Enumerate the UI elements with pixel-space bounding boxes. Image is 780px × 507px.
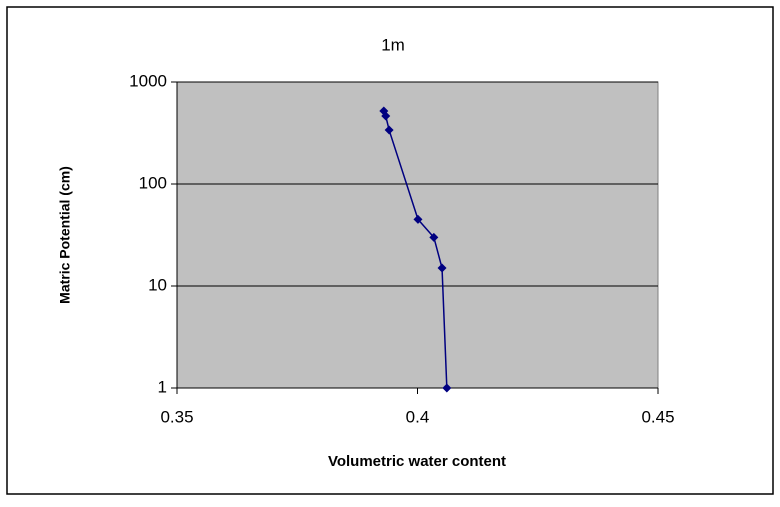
x-axis-label: Volumetric water content <box>328 453 506 470</box>
y-tick-label: 100 <box>139 173 167 192</box>
data-point <box>413 214 423 224</box>
y-tick-label: 10 <box>148 275 167 294</box>
y-tick-label: 1000 <box>129 71 167 90</box>
data-point <box>429 232 439 242</box>
data-point <box>381 111 391 121</box>
x-tick-label: 0.45 <box>641 407 674 426</box>
data-point <box>442 383 452 393</box>
plot-area <box>176 81 659 389</box>
y-tick-label: 1 <box>158 377 167 396</box>
y-axis-label: Matric Potential (cm) <box>57 166 73 304</box>
data-point <box>384 125 394 135</box>
chart-title: 1m <box>381 35 405 54</box>
data-point <box>437 263 447 273</box>
x-tick-label: 0.4 <box>406 407 430 426</box>
x-tick-label: 0.35 <box>160 407 193 426</box>
